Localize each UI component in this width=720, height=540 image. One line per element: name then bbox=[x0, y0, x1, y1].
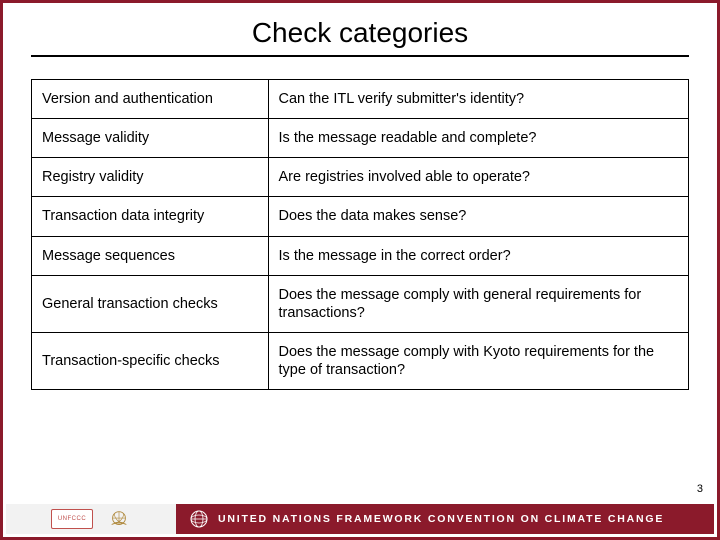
slide-title: Check categories bbox=[3, 3, 717, 55]
check-categories-table: Version and authentication Can the ITL v… bbox=[31, 79, 689, 390]
category-cell: Registry validity bbox=[32, 158, 269, 197]
globe-icon bbox=[190, 510, 208, 528]
table-row: Registry validity Are registries involve… bbox=[32, 158, 689, 197]
footer-right: UNITED NATIONS FRAMEWORK CONVENTION ON C… bbox=[176, 504, 714, 534]
category-cell: Message sequences bbox=[32, 236, 269, 275]
page-number: 3 bbox=[697, 483, 703, 495]
description-cell: Does the message comply with Kyoto requi… bbox=[268, 332, 688, 389]
category-cell: Transaction data integrity bbox=[32, 197, 269, 236]
footer-left: UNFCCC bbox=[6, 504, 176, 534]
description-cell: Does the data makes sense? bbox=[268, 197, 688, 236]
table-row: Message sequences Is the message in the … bbox=[32, 236, 689, 275]
description-cell: Does the message comply with general req… bbox=[268, 275, 688, 332]
footer-bar: UNFCCC UNITED NATIONS FRAMEWORK CONVENTI… bbox=[6, 504, 714, 534]
footer-org-text: UNITED NATIONS FRAMEWORK CONVENTION ON C… bbox=[218, 513, 664, 525]
table-row: Transaction data integrity Does the data… bbox=[32, 197, 689, 236]
description-cell: Is the message in the correct order? bbox=[268, 236, 688, 275]
table-row: Version and authentication Can the ITL v… bbox=[32, 80, 689, 119]
category-cell: Message validity bbox=[32, 119, 269, 158]
category-cell: General transaction checks bbox=[32, 275, 269, 332]
slide-frame: Check categories Version and authenticat… bbox=[0, 0, 720, 540]
unfccc-logo-icon: UNFCCC bbox=[51, 509, 93, 529]
table-row: Message validity Is the message readable… bbox=[32, 119, 689, 158]
un-emblem-icon bbox=[107, 508, 131, 530]
table-row: General transaction checks Does the mess… bbox=[32, 275, 689, 332]
description-cell: Are registries involved able to operate? bbox=[268, 158, 688, 197]
category-cell: Transaction-specific checks bbox=[32, 332, 269, 389]
description-cell: Can the ITL verify submitter's identity? bbox=[268, 80, 688, 119]
content-area: Version and authentication Can the ITL v… bbox=[3, 57, 717, 390]
description-cell: Is the message readable and complete? bbox=[268, 119, 688, 158]
table-row: Transaction-specific checks Does the mes… bbox=[32, 332, 689, 389]
category-cell: Version and authentication bbox=[32, 80, 269, 119]
